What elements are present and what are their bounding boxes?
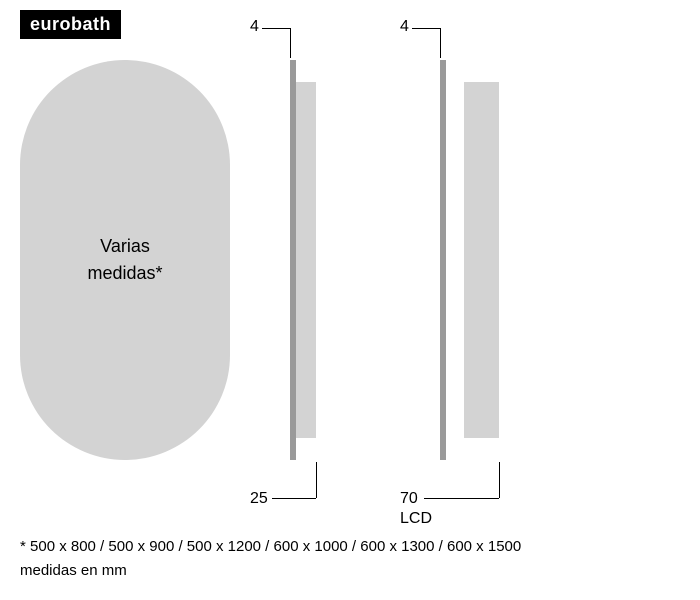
profile-a-wide-bar bbox=[296, 82, 316, 438]
dim-b-top-leader-h bbox=[412, 28, 440, 29]
dim-a-bottom-leader-h bbox=[272, 498, 316, 499]
oval-label-line1: Varias bbox=[100, 233, 150, 260]
mirror-front-oval: Varias medidas* bbox=[20, 60, 230, 460]
profile-b-gap-bar bbox=[446, 82, 464, 438]
dim-a-top-leader-h bbox=[262, 28, 290, 29]
profile-b-wide-bar bbox=[464, 82, 499, 438]
dim-b-bottom-label: 70 bbox=[400, 490, 418, 508]
footnote-units: medidas en mm bbox=[20, 559, 680, 583]
dim-b-bottom-leader-h bbox=[424, 498, 499, 499]
brand-logo: eurobath bbox=[20, 10, 121, 39]
dim-b-top-leader-v bbox=[440, 28, 441, 58]
oval-label-line2: medidas* bbox=[87, 260, 162, 287]
dim-b-bottom-sublabel: LCD bbox=[400, 510, 432, 528]
dim-a-bottom-leader-v bbox=[316, 462, 317, 498]
dim-a-top-leader-v bbox=[290, 28, 291, 58]
dim-a-top-label: 4 bbox=[250, 18, 259, 36]
dim-b-top-label: 4 bbox=[400, 18, 409, 36]
footnote: * 500 x 800 / 500 x 900 / 500 x 1200 / 6… bbox=[20, 535, 680, 583]
profile-a bbox=[290, 60, 360, 460]
profile-b bbox=[440, 60, 550, 460]
dim-b-bottom-leader-v bbox=[499, 462, 500, 498]
dim-a-bottom-label: 25 bbox=[250, 490, 268, 508]
footnote-sizes: * 500 x 800 / 500 x 900 / 500 x 1200 / 6… bbox=[20, 535, 680, 559]
